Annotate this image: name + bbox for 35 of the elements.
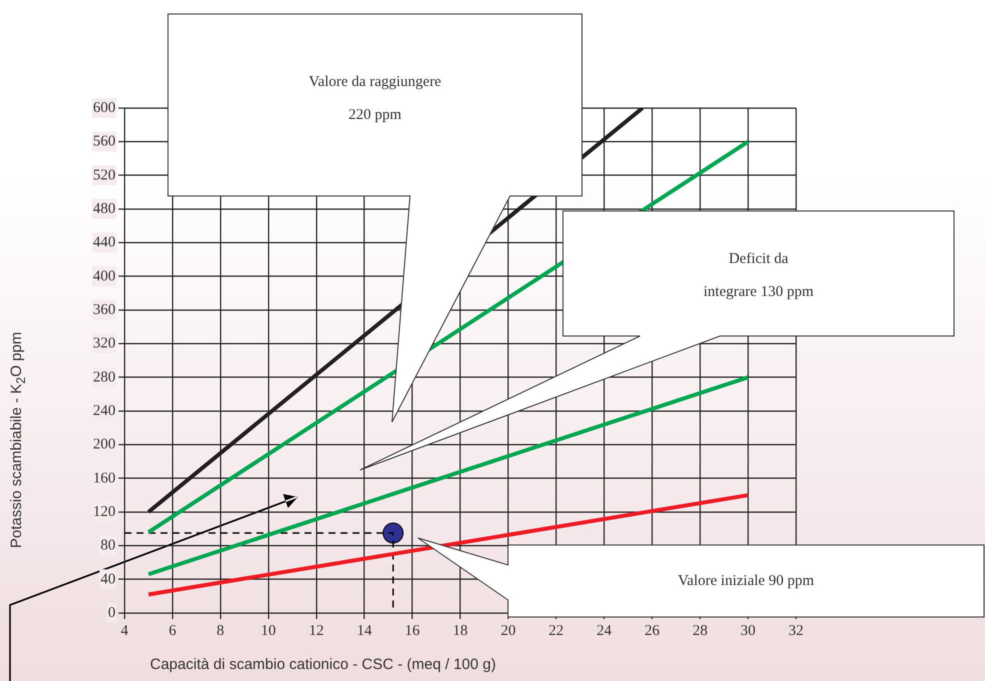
x-tick-label: 6 [168, 622, 177, 639]
x-tick-label: 16 [404, 622, 420, 639]
y-tick-label: 200 [93, 436, 116, 453]
y-tick-label: 600 [93, 100, 116, 116]
x-tick-label: 20 [500, 622, 516, 639]
x-tick-label: 18 [452, 622, 468, 639]
x-tick-label: 24 [596, 622, 612, 639]
annotation: Deficit da integrare 130 ppm [702, 250, 814, 302]
x-tick-label: 12 [308, 622, 324, 639]
y-tick-label: 360 [93, 302, 116, 318]
y-tick-label: 120 [93, 504, 116, 520]
y-tick-label: 0 [108, 604, 116, 621]
y-tick-label: 240 [93, 402, 116, 419]
y-tick-label: 400 [93, 268, 116, 284]
x-tick-label: 22 [548, 622, 564, 639]
y-tick-label: 560 [93, 134, 116, 150]
y-tick-label: 520 [93, 167, 116, 184]
y-tick-label: 280 [93, 369, 116, 386]
x-tick-label: 8 [216, 622, 224, 639]
x-tick-label: 14 [356, 622, 372, 639]
x-tick-label: 10 [260, 622, 276, 639]
x-tick-label: 32 [788, 622, 804, 639]
y-tick-label: 160 [93, 470, 116, 486]
y-tick-label: 440 [93, 234, 116, 251]
x-tick-label: 26 [644, 622, 660, 639]
y-tick-label: 320 [93, 336, 116, 352]
x-tick-label: 4 [120, 622, 129, 639]
x-tick-label: 28 [692, 622, 708, 639]
x-tick-label: 30 [740, 622, 756, 639]
y-tick-label: 40 [100, 571, 116, 588]
annotation: Valore iniziale 90 ppm [676, 572, 816, 591]
x-axis-title: Capacità di scambio cationico - CSC - (meq / 100 g) [150, 656, 496, 673]
y-tick-label: 480 [93, 200, 116, 217]
annotation: Valore da raggiungere 220 ppm [308, 73, 442, 125]
y-tick-label: 80 [100, 538, 116, 554]
